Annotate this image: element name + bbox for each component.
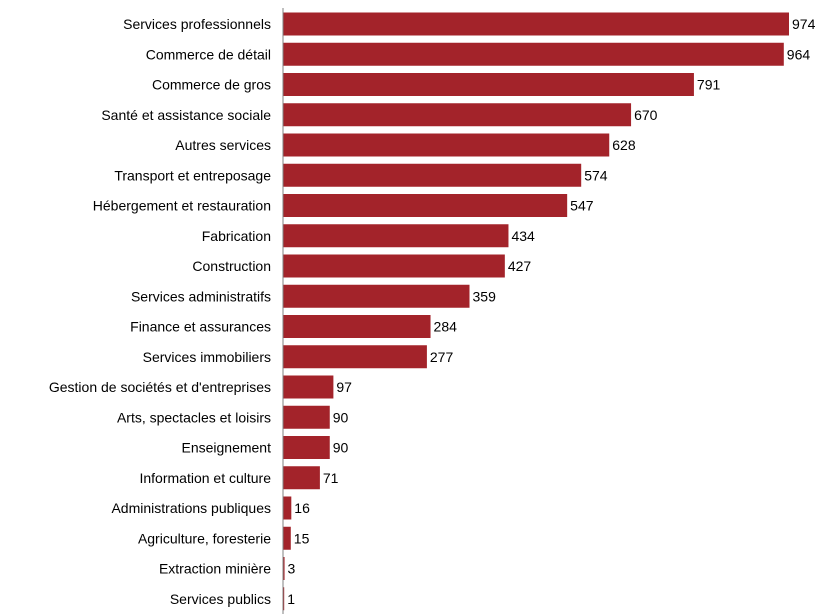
value-label: 670 — [634, 107, 658, 123]
value-label: 427 — [508, 258, 532, 274]
value-label: 284 — [434, 319, 458, 335]
value-label: 90 — [333, 409, 349, 425]
value-label: 791 — [697, 77, 721, 93]
bar — [283, 496, 292, 520]
bar — [283, 587, 285, 611]
value-label: 547 — [570, 198, 594, 214]
category-label: Services administratifs — [131, 288, 271, 304]
bar — [283, 405, 330, 429]
value-label: 3 — [288, 561, 296, 577]
category-label: Hébergement et restauration — [93, 198, 271, 214]
bar — [283, 345, 427, 369]
category-label: Services publics — [170, 591, 271, 607]
bar — [283, 103, 632, 127]
value-label: 97 — [336, 379, 352, 395]
bar — [283, 526, 291, 550]
category-label: Transport et entreposage — [114, 167, 271, 183]
category-label: Autres services — [175, 137, 271, 153]
bar — [283, 466, 320, 490]
bar — [283, 284, 470, 308]
value-label: 434 — [511, 228, 535, 244]
category-label: Finance et assurances — [130, 319, 271, 335]
bar — [283, 42, 784, 66]
value-label: 964 — [787, 46, 811, 62]
bar — [283, 12, 789, 36]
value-label: 90 — [333, 440, 349, 456]
category-label: Information et culture — [139, 470, 271, 486]
category-label: Services professionnels — [123, 16, 271, 32]
bar — [283, 315, 431, 338]
category-labels: Services professionnels Commerce de détai… — [49, 16, 271, 607]
category-label: Commerce de gros — [152, 77, 271, 93]
category-label: Fabrication — [202, 228, 271, 244]
category-label: Administrations publiques — [111, 500, 271, 516]
value-label: 15 — [294, 530, 310, 546]
value-label: 574 — [584, 167, 608, 183]
category-label: Extraction minière — [159, 561, 271, 577]
value-label: 16 — [294, 500, 310, 516]
value-label: 628 — [612, 137, 636, 153]
bar — [283, 557, 285, 580]
category-label: Enseignement — [181, 440, 271, 456]
bar — [283, 254, 505, 278]
category-label: Commerce de détail — [146, 46, 271, 62]
value-label: 974 — [792, 16, 816, 32]
bars-layer — [283, 12, 789, 611]
bar — [283, 194, 568, 217]
bar — [283, 133, 610, 157]
bar — [283, 73, 694, 96]
category-label: Arts, spectacles et loisirs — [117, 409, 271, 425]
bar — [283, 375, 334, 399]
value-label: 71 — [323, 470, 339, 486]
value-label: 1 — [287, 591, 295, 607]
bar — [283, 163, 582, 187]
category-label: Santé et assistance sociale — [101, 107, 271, 123]
category-label: Construction — [192, 258, 271, 274]
category-label: Services immobiliers — [143, 349, 271, 365]
bar — [283, 224, 509, 248]
category-label: Gestion de sociétés et d'entreprises — [49, 379, 271, 395]
bar — [283, 436, 330, 459]
category-label: Agriculture, foresterie — [138, 530, 271, 546]
value-label: 277 — [430, 349, 454, 365]
value-label: 359 — [473, 288, 497, 304]
